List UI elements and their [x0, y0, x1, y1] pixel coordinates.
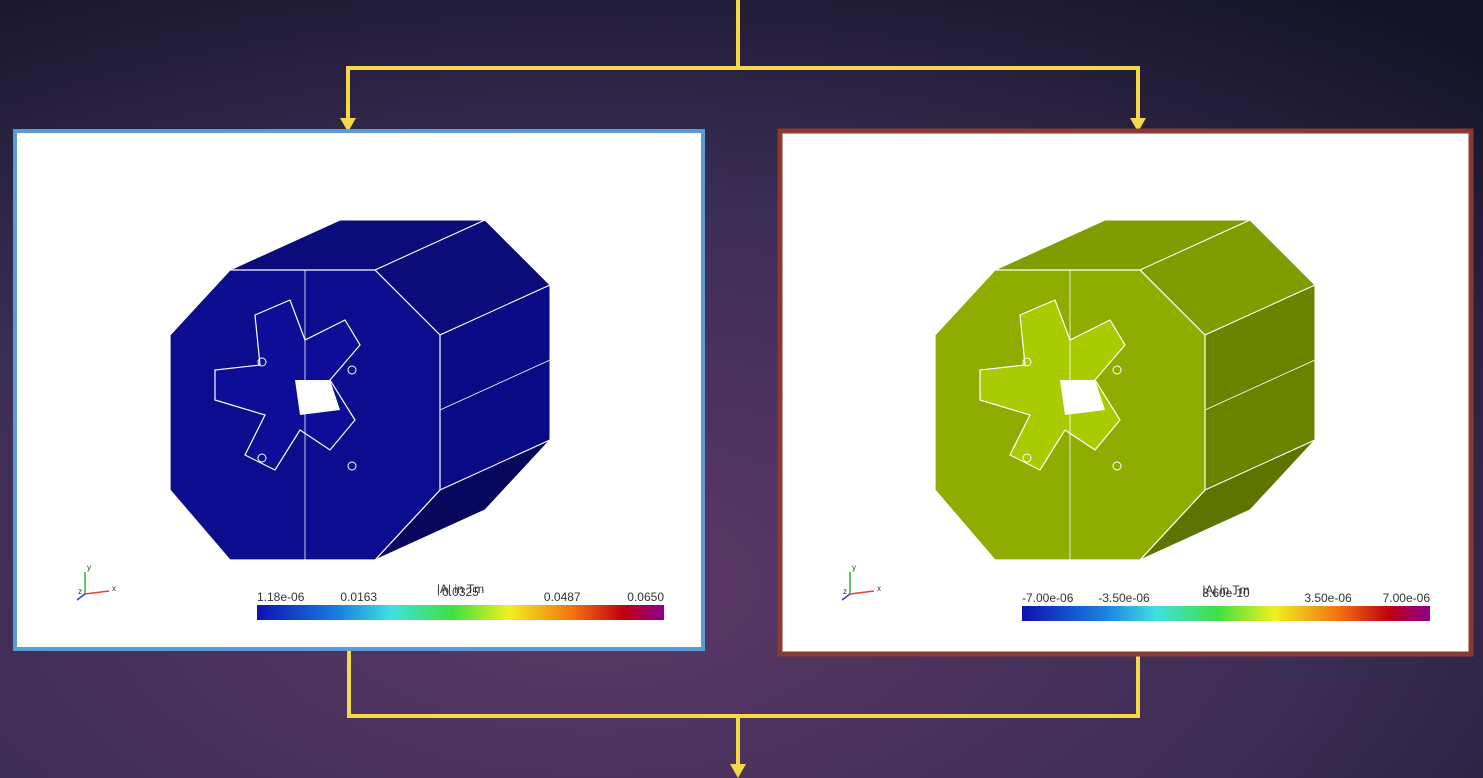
colorbar [257, 605, 664, 620]
colorbar-title: |A| in Tm [437, 582, 484, 596]
colorbar-tick: 8.60e-10 [1202, 586, 1250, 600]
axis-x [849, 590, 875, 595]
colorbar-tick: 1.18e-06 [257, 590, 305, 604]
colorbar-tick: 0.0487 [544, 590, 581, 604]
axis-label: x [877, 584, 881, 593]
axis-z [841, 593, 851, 601]
axis-label: z [78, 587, 82, 596]
axis-label: y [852, 563, 856, 572]
axis-label: y [87, 563, 91, 572]
colorbar-tick: 0.0163 [340, 590, 377, 604]
axis-x [84, 590, 110, 595]
colorbar-tick: -3.50e-06 [1098, 591, 1150, 605]
colorbar-tick: 0.0650 [627, 590, 664, 604]
arrowheads [340, 118, 1146, 778]
colorbar-tick: -7.00e-06 [1022, 591, 1074, 605]
axis-z [76, 593, 86, 601]
connectors [346, 0, 1140, 766]
axis-label: z [843, 587, 847, 596]
colorbar-tick: 7.00e-06 [1383, 591, 1431, 605]
colorbar-tick: 3.50e-06 [1304, 591, 1352, 605]
axis-label: x [112, 584, 116, 593]
colorbar [1022, 606, 1430, 621]
colorbar-title: |A| in Tm [1202, 583, 1249, 597]
colorbar-tick: 0.0325 [442, 585, 479, 599]
